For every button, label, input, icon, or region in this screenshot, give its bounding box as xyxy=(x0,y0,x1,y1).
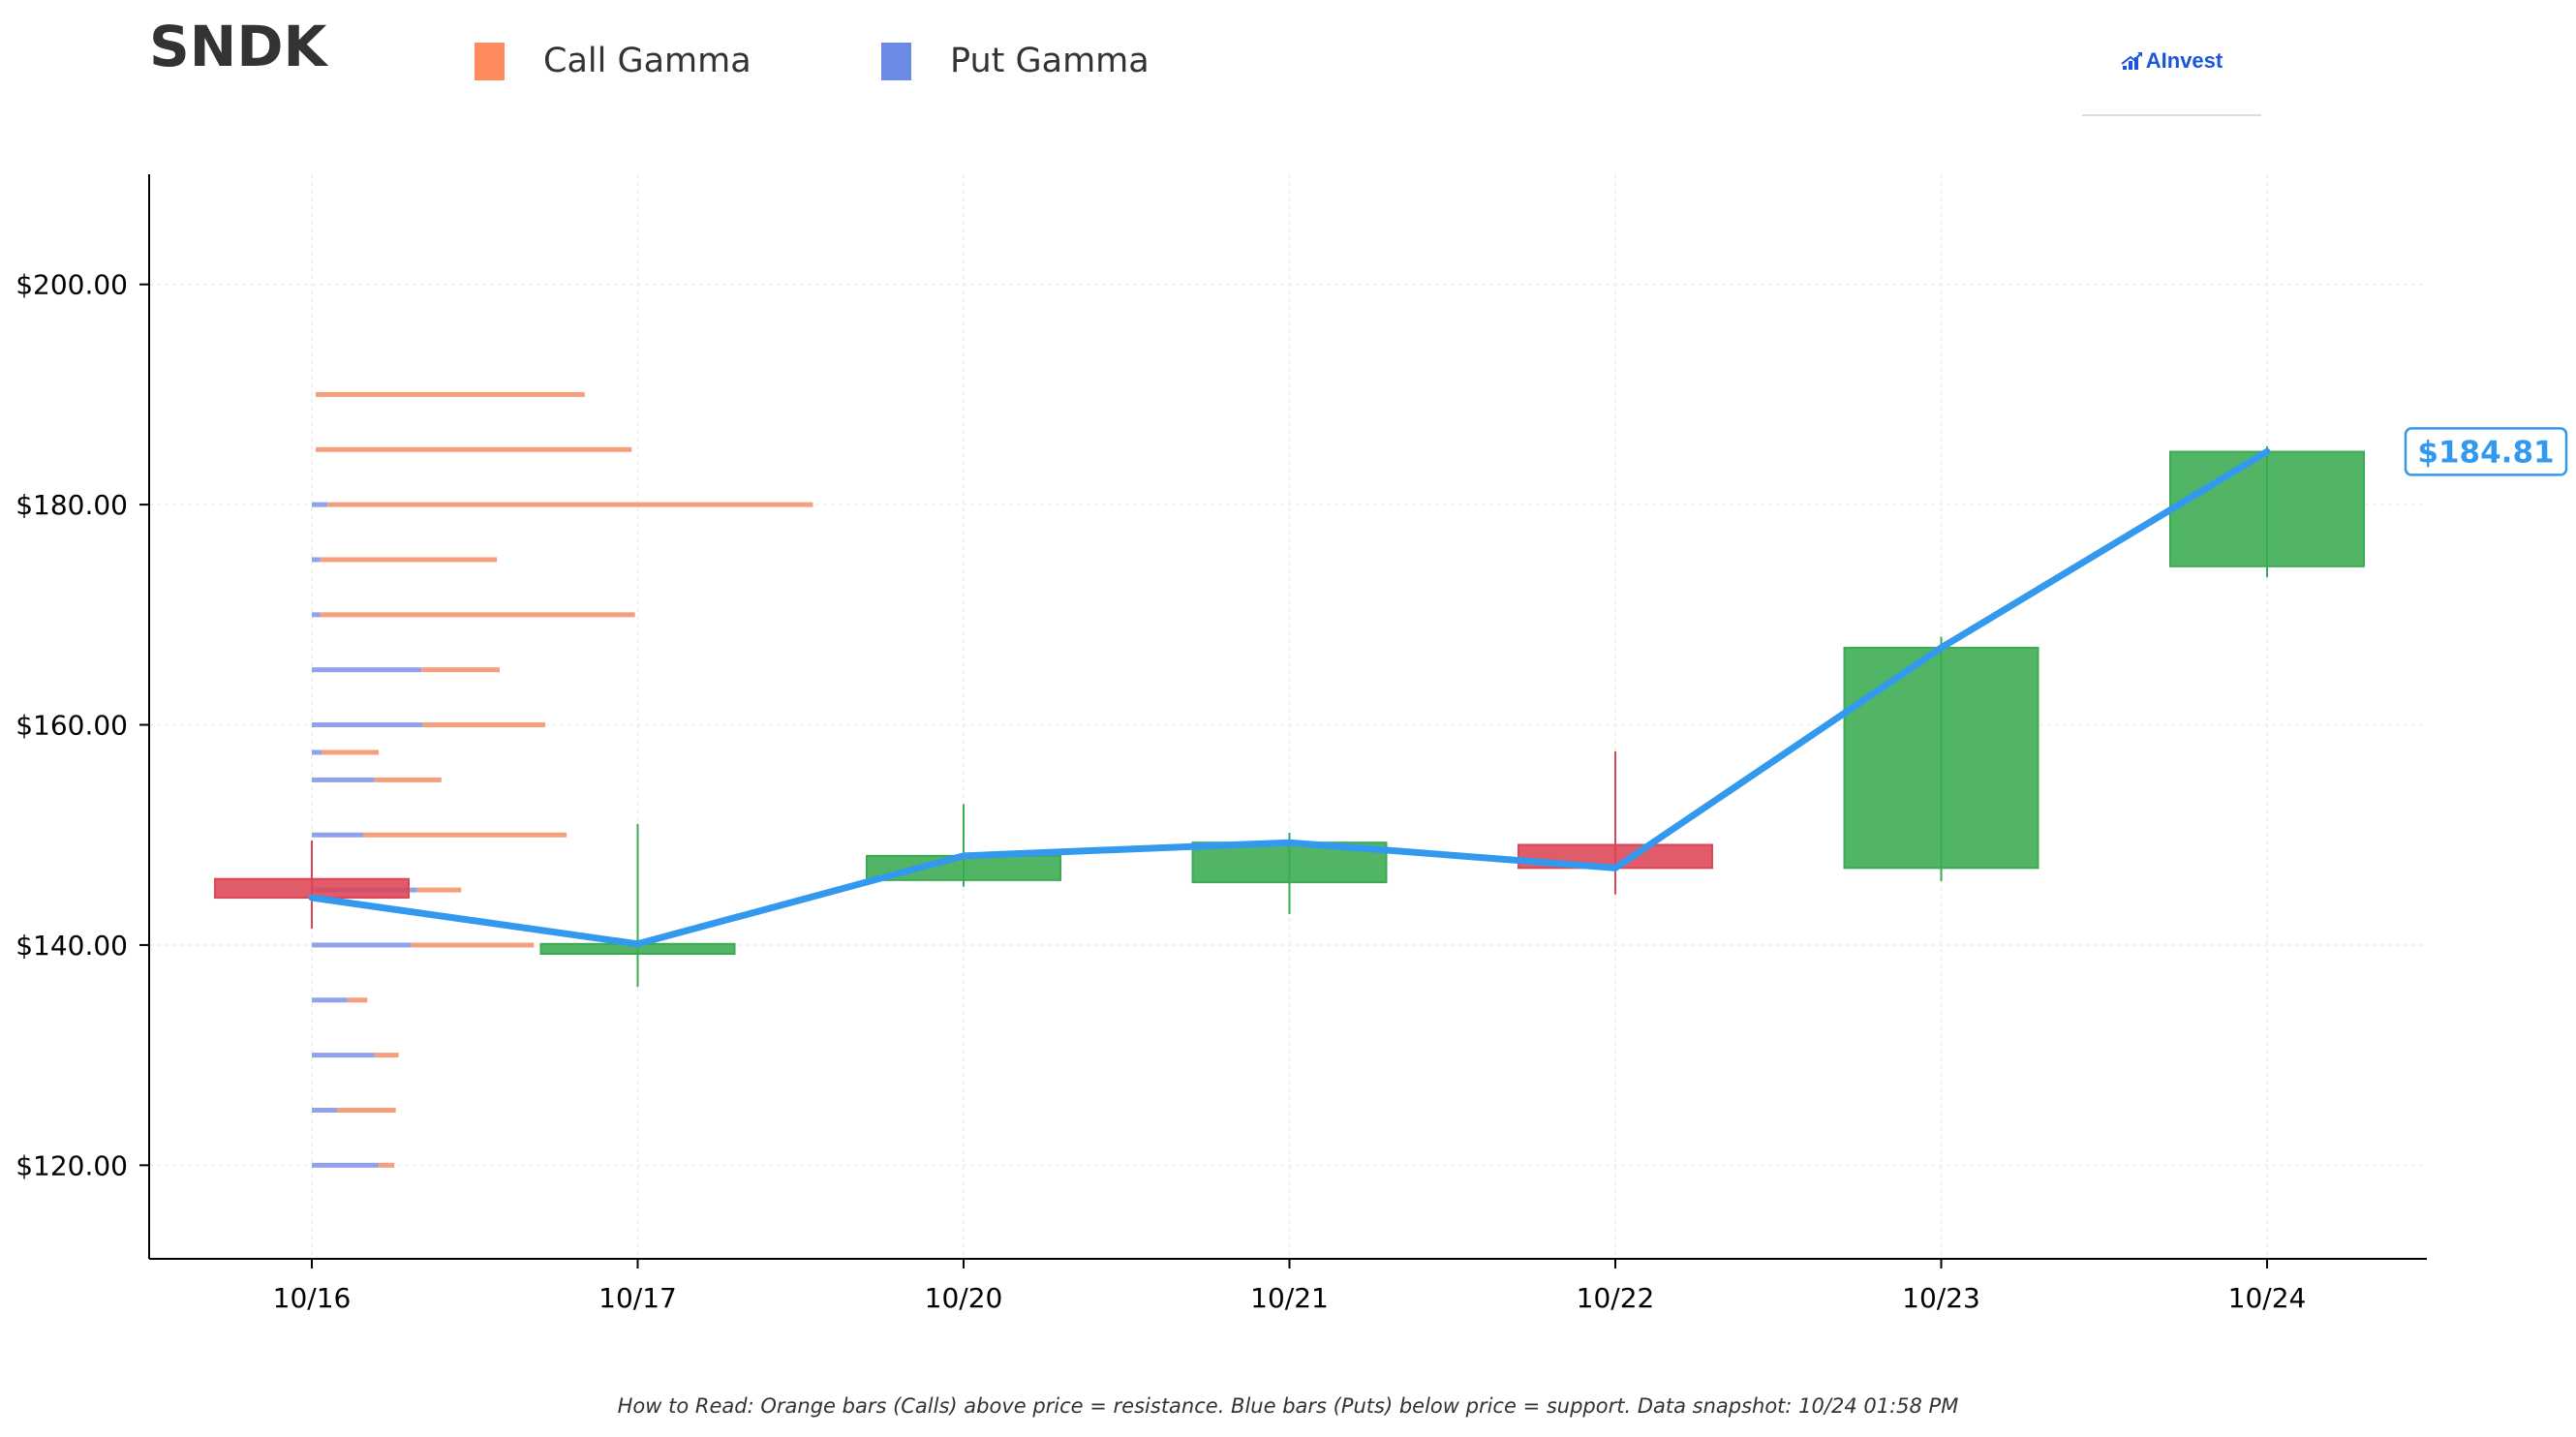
call-gamma-bar xyxy=(320,557,498,563)
put-gamma-bar xyxy=(312,1107,338,1113)
put-gamma-bar xyxy=(312,1162,380,1168)
price-badge-box xyxy=(2404,427,2568,476)
call-gamma-bar xyxy=(320,612,635,618)
call-gamma-bar xyxy=(316,446,632,452)
put-gamma-bar xyxy=(312,667,422,673)
ticker-title: SNDK xyxy=(149,14,327,79)
put-gamma-bar xyxy=(312,777,375,782)
call-gamma-bar xyxy=(374,777,442,782)
y-tick-label: $160.00 xyxy=(15,710,128,742)
x-tick-label: 10/20 xyxy=(925,1282,1003,1314)
put-gamma-bar xyxy=(312,749,322,755)
put-gamma-bar xyxy=(312,997,348,1003)
y-tick-label: $140.00 xyxy=(15,930,128,962)
how-to-read-footnote: How to Read: Orange bars (Calls) above p… xyxy=(617,1394,1959,1418)
call-gamma-bar xyxy=(327,502,813,507)
put-gamma-bar xyxy=(312,612,321,618)
call-gamma-bar xyxy=(416,887,462,893)
x-tick-label: 10/24 xyxy=(2228,1282,2307,1314)
y-tick-label: $180.00 xyxy=(15,489,128,521)
chart-arrow-icon xyxy=(2121,52,2142,70)
legend-label-put: Put Gamma xyxy=(950,42,1150,80)
put-gamma-bar xyxy=(312,557,321,563)
candle-body xyxy=(2169,450,2365,567)
call-gamma-bar xyxy=(362,832,567,838)
call-gamma-bar xyxy=(322,749,380,755)
legend-call-gamma: Call Gamma xyxy=(475,37,751,85)
brand-logo: AInvest xyxy=(2082,48,2261,116)
call-gamma-bar xyxy=(421,667,501,673)
x-tick-label: 10/16 xyxy=(273,1282,352,1314)
legend-label-call: Call Gamma xyxy=(543,42,751,80)
candle-body xyxy=(1843,646,2039,870)
call-gamma-bar xyxy=(374,1053,399,1058)
put-gamma-bar xyxy=(312,502,328,507)
call-gamma-bar xyxy=(379,1162,395,1168)
call-gamma-bar xyxy=(422,722,546,728)
price-line xyxy=(308,447,2271,948)
x-tick-label: 10/23 xyxy=(1902,1282,1980,1314)
brand-name: AInvest xyxy=(2145,48,2223,73)
call-gamma-bar xyxy=(316,391,585,397)
put-gamma-bar xyxy=(312,1053,375,1058)
x-tick-label: 10/17 xyxy=(598,1282,677,1314)
y-tick-label: $120.00 xyxy=(15,1149,128,1181)
call-gamma-bar xyxy=(337,1107,396,1113)
put-gamma-bar xyxy=(312,832,363,838)
gamma-price-chart: $184.81 $120.00 $140.00 $160.00 $180.00 $200.… xyxy=(15,174,2568,1314)
call-gamma-bar xyxy=(347,997,368,1003)
call-gamma-bar xyxy=(411,942,535,948)
price-badge-label: $184.81 xyxy=(2417,435,2554,470)
x-tick-label: 10/22 xyxy=(1577,1282,1655,1314)
x-tick-label: 10/21 xyxy=(1250,1282,1329,1314)
call-gamma-swatch xyxy=(475,42,505,80)
y-tick-label: $200.00 xyxy=(15,269,128,301)
legend-put-gamma: Put Gamma xyxy=(881,37,1150,85)
put-gamma-bar xyxy=(312,722,423,728)
put-gamma-swatch xyxy=(881,42,911,80)
put-gamma-bar xyxy=(312,942,412,948)
